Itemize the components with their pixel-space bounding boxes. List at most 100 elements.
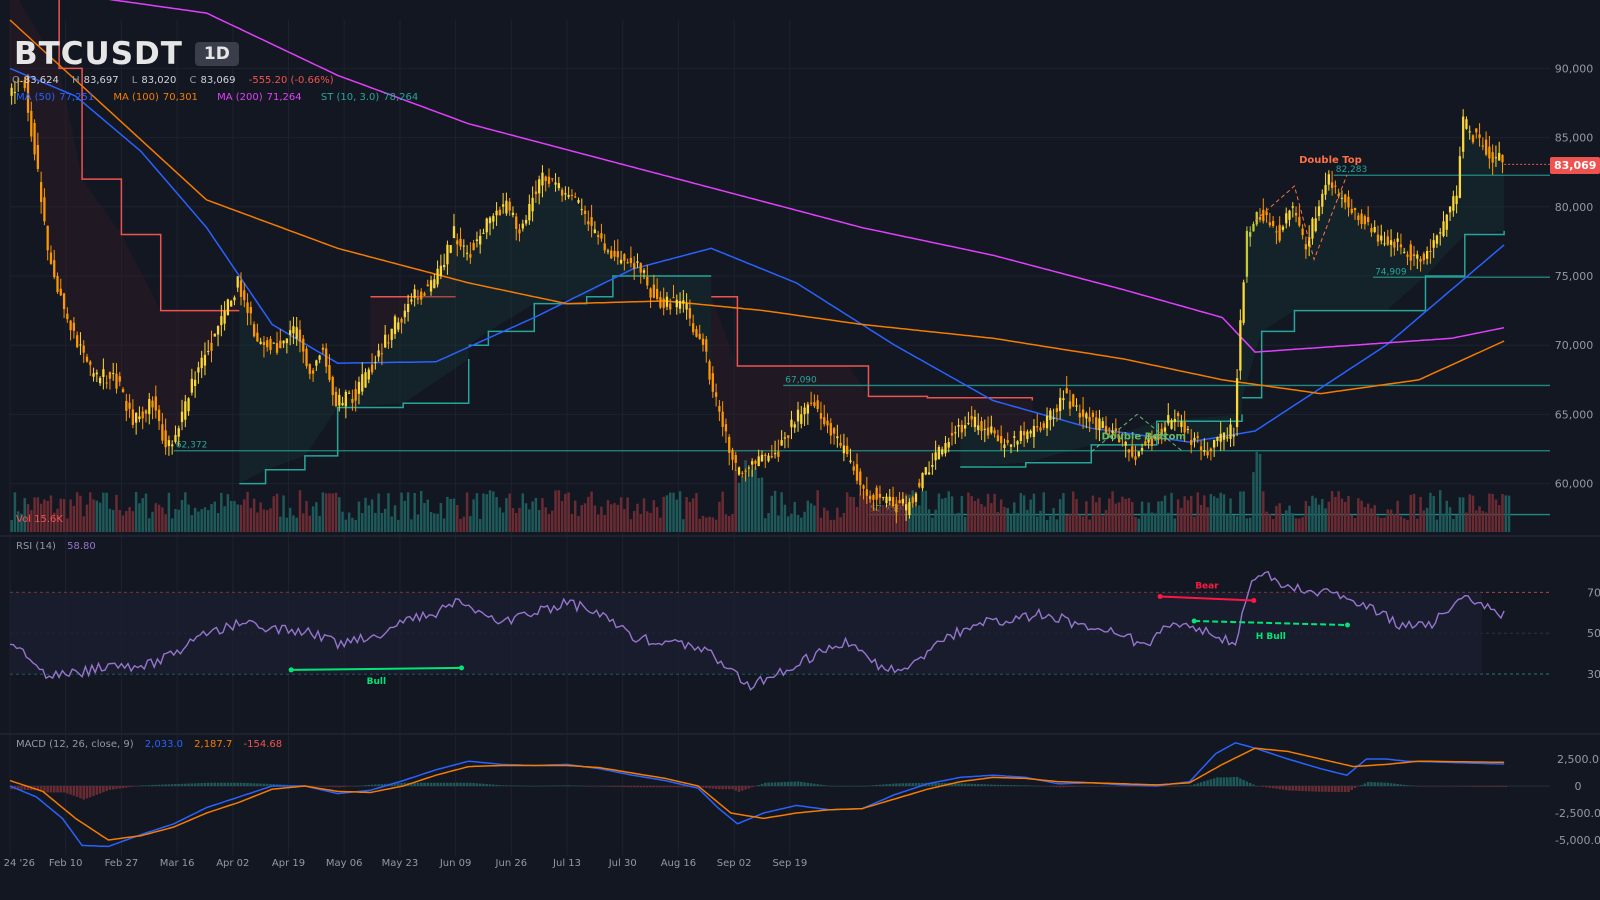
candle-body [138, 416, 141, 420]
candle-body [92, 373, 95, 377]
candle-body [678, 301, 682, 309]
macd-histogram-bar [400, 782, 403, 786]
candle-body [426, 284, 429, 287]
rsi-label-text[interactable]: RSI (14) [16, 541, 56, 552]
volume-bar [43, 499, 46, 532]
volume-bar [1471, 495, 1475, 532]
volume-bar [727, 515, 731, 532]
volume-bar [1301, 517, 1304, 532]
time-axis-tick-label: May 06 [326, 858, 363, 869]
macd-histogram-bar [475, 783, 479, 786]
macd-histogram-bar [1019, 785, 1023, 786]
macd-histogram-bar [472, 783, 475, 786]
candle-body [1275, 231, 1278, 233]
macd-histogram-bar [1412, 785, 1416, 787]
macd-histogram-bar [174, 784, 177, 786]
macd-histogram-bar [161, 784, 164, 786]
macd-histogram-bar [200, 783, 203, 786]
candle-body [1140, 448, 1144, 451]
candle-body [207, 351, 210, 353]
time-axis-tick-label: Aug 16 [661, 858, 696, 869]
supertrend-legend-label[interactable]: ST (10, 3.0) [320, 92, 380, 103]
rsi-axis-tick-label: 50 [1587, 627, 1600, 640]
macd-histogram-bar [1140, 786, 1144, 787]
double-bottom-outline [1090, 413, 1184, 453]
macd-histogram-bar [36, 786, 40, 791]
volume-bar [1393, 513, 1396, 532]
volume-bar [600, 506, 603, 532]
ma50-legend-label[interactable]: MA (50) [16, 92, 56, 103]
macd-histogram-bar [1258, 786, 1262, 787]
level-label: 62,372 [176, 441, 208, 451]
volume-bar [141, 498, 144, 532]
volume-bar [793, 501, 796, 532]
macd-histogram-bar [1029, 785, 1032, 787]
volume-bar [642, 498, 646, 532]
ma100-legend-label[interactable]: MA (100) [113, 92, 159, 103]
candle-body [325, 348, 328, 367]
candle-body [895, 503, 898, 513]
macd-histogram-bar [570, 785, 574, 786]
volume-bar [1219, 492, 1222, 532]
candle-body [826, 420, 829, 426]
rsi-label-value: 58.80 [67, 541, 96, 552]
macd-histogram-bar [1232, 777, 1236, 786]
macd-histogram-bar [980, 784, 983, 786]
macd-histogram-bar [849, 786, 852, 787]
candle-body [374, 361, 377, 363]
volume-bar [619, 497, 623, 532]
candle-body [272, 342, 275, 344]
volume-bar [197, 511, 200, 532]
symbol-title[interactable]: BTCUSDT [14, 36, 183, 72]
volume-bar [862, 491, 865, 532]
candle-body [921, 473, 924, 489]
candle-body [46, 225, 49, 251]
macd-histogram-bar [383, 783, 387, 786]
ma200-legend-label[interactable]: MA (200) [217, 92, 263, 103]
macd-histogram-bar [1357, 786, 1360, 787]
volume-bar [272, 496, 276, 532]
macd-histogram-bar [859, 786, 862, 787]
volume-bar [13, 492, 17, 532]
macd-histogram-bar [1160, 786, 1163, 787]
macd-histogram-bar [223, 782, 226, 786]
macd-histogram-bar [881, 784, 885, 786]
macd-histogram-bar [1425, 786, 1429, 787]
volume-bar [1268, 514, 1272, 532]
candle-body [714, 392, 718, 397]
volume-bar [102, 492, 105, 532]
candle-body [1193, 437, 1196, 441]
volume-bar [1376, 516, 1380, 532]
macd-histogram-bar [505, 785, 508, 786]
volume-bar [413, 492, 416, 532]
macd-histogram-bar [1399, 784, 1403, 786]
macd-histogram-bar [845, 786, 849, 787]
macd-histogram-bar [1186, 785, 1190, 786]
volume-bar [685, 497, 688, 532]
macd-histogram-bar [1091, 786, 1095, 787]
candle-body [193, 379, 197, 386]
macd-histogram-bar [164, 784, 167, 786]
volume-bar [229, 500, 233, 532]
candle-body [1412, 254, 1416, 257]
volume-bar [1271, 519, 1275, 532]
macd-label-text[interactable]: MACD (12, 26, close, 9) [16, 739, 134, 750]
macd-histogram-bar [1327, 786, 1331, 792]
volume-bar [655, 507, 659, 532]
candle-body [616, 251, 619, 258]
volume-bar [695, 493, 698, 532]
volume-bar [557, 490, 561, 532]
candle-body [1222, 432, 1226, 440]
candle-body [465, 252, 469, 254]
volume-bar [1350, 514, 1354, 532]
macd-histogram-bar [747, 786, 751, 789]
macd-axis-tick-label: -2,500.0 [1555, 807, 1600, 820]
volume-bar [567, 492, 570, 532]
volume-bar [1262, 491, 1265, 532]
candle-body [1232, 435, 1235, 437]
macd-histogram-bar [357, 785, 361, 787]
timeframe-badge[interactable]: 1D [194, 42, 239, 66]
candle-body [479, 235, 482, 245]
candle-body [305, 348, 308, 367]
